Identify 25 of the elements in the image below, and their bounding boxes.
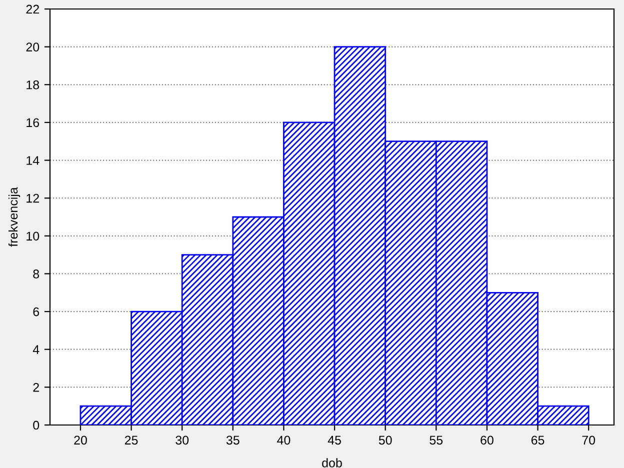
x-tick-label: 40 <box>277 436 290 445</box>
x-tick-label: 20 <box>74 436 87 445</box>
y-tick-label: 8 <box>33 270 40 278</box>
y-tick-label: 4 <box>32 345 40 354</box>
x-tick-label: 45 <box>328 436 341 445</box>
y-tick-label: 10 <box>26 232 40 241</box>
y-tick-label: 16 <box>26 118 40 128</box>
x-axis-title: dob <box>322 458 342 468</box>
y-tick-label: 20 <box>26 42 40 52</box>
x-tick-label: 50 <box>378 436 392 445</box>
x-tick-label: 60 <box>480 436 494 445</box>
y-tick-label: 2 <box>33 382 39 392</box>
x-tick-label: 35 <box>226 436 240 445</box>
y-tick-label: 12 <box>26 194 39 203</box>
y-tick-label: 0 <box>33 420 40 430</box>
x-tick-label: 55 <box>430 436 443 445</box>
x-tick-label: 70 <box>582 436 596 445</box>
x-tick-label: 30 <box>176 436 189 445</box>
y-tick-label: 6 <box>33 307 40 316</box>
y-tick-label: 22 <box>26 4 39 14</box>
y-tick-label: 14 <box>26 156 40 165</box>
x-tick-label: 25 <box>124 436 138 445</box>
x-tick-label: 65 <box>531 436 544 445</box>
y-tick-label: 18 <box>26 80 40 90</box>
y-axis-title: frekvencija <box>8 187 20 247</box>
